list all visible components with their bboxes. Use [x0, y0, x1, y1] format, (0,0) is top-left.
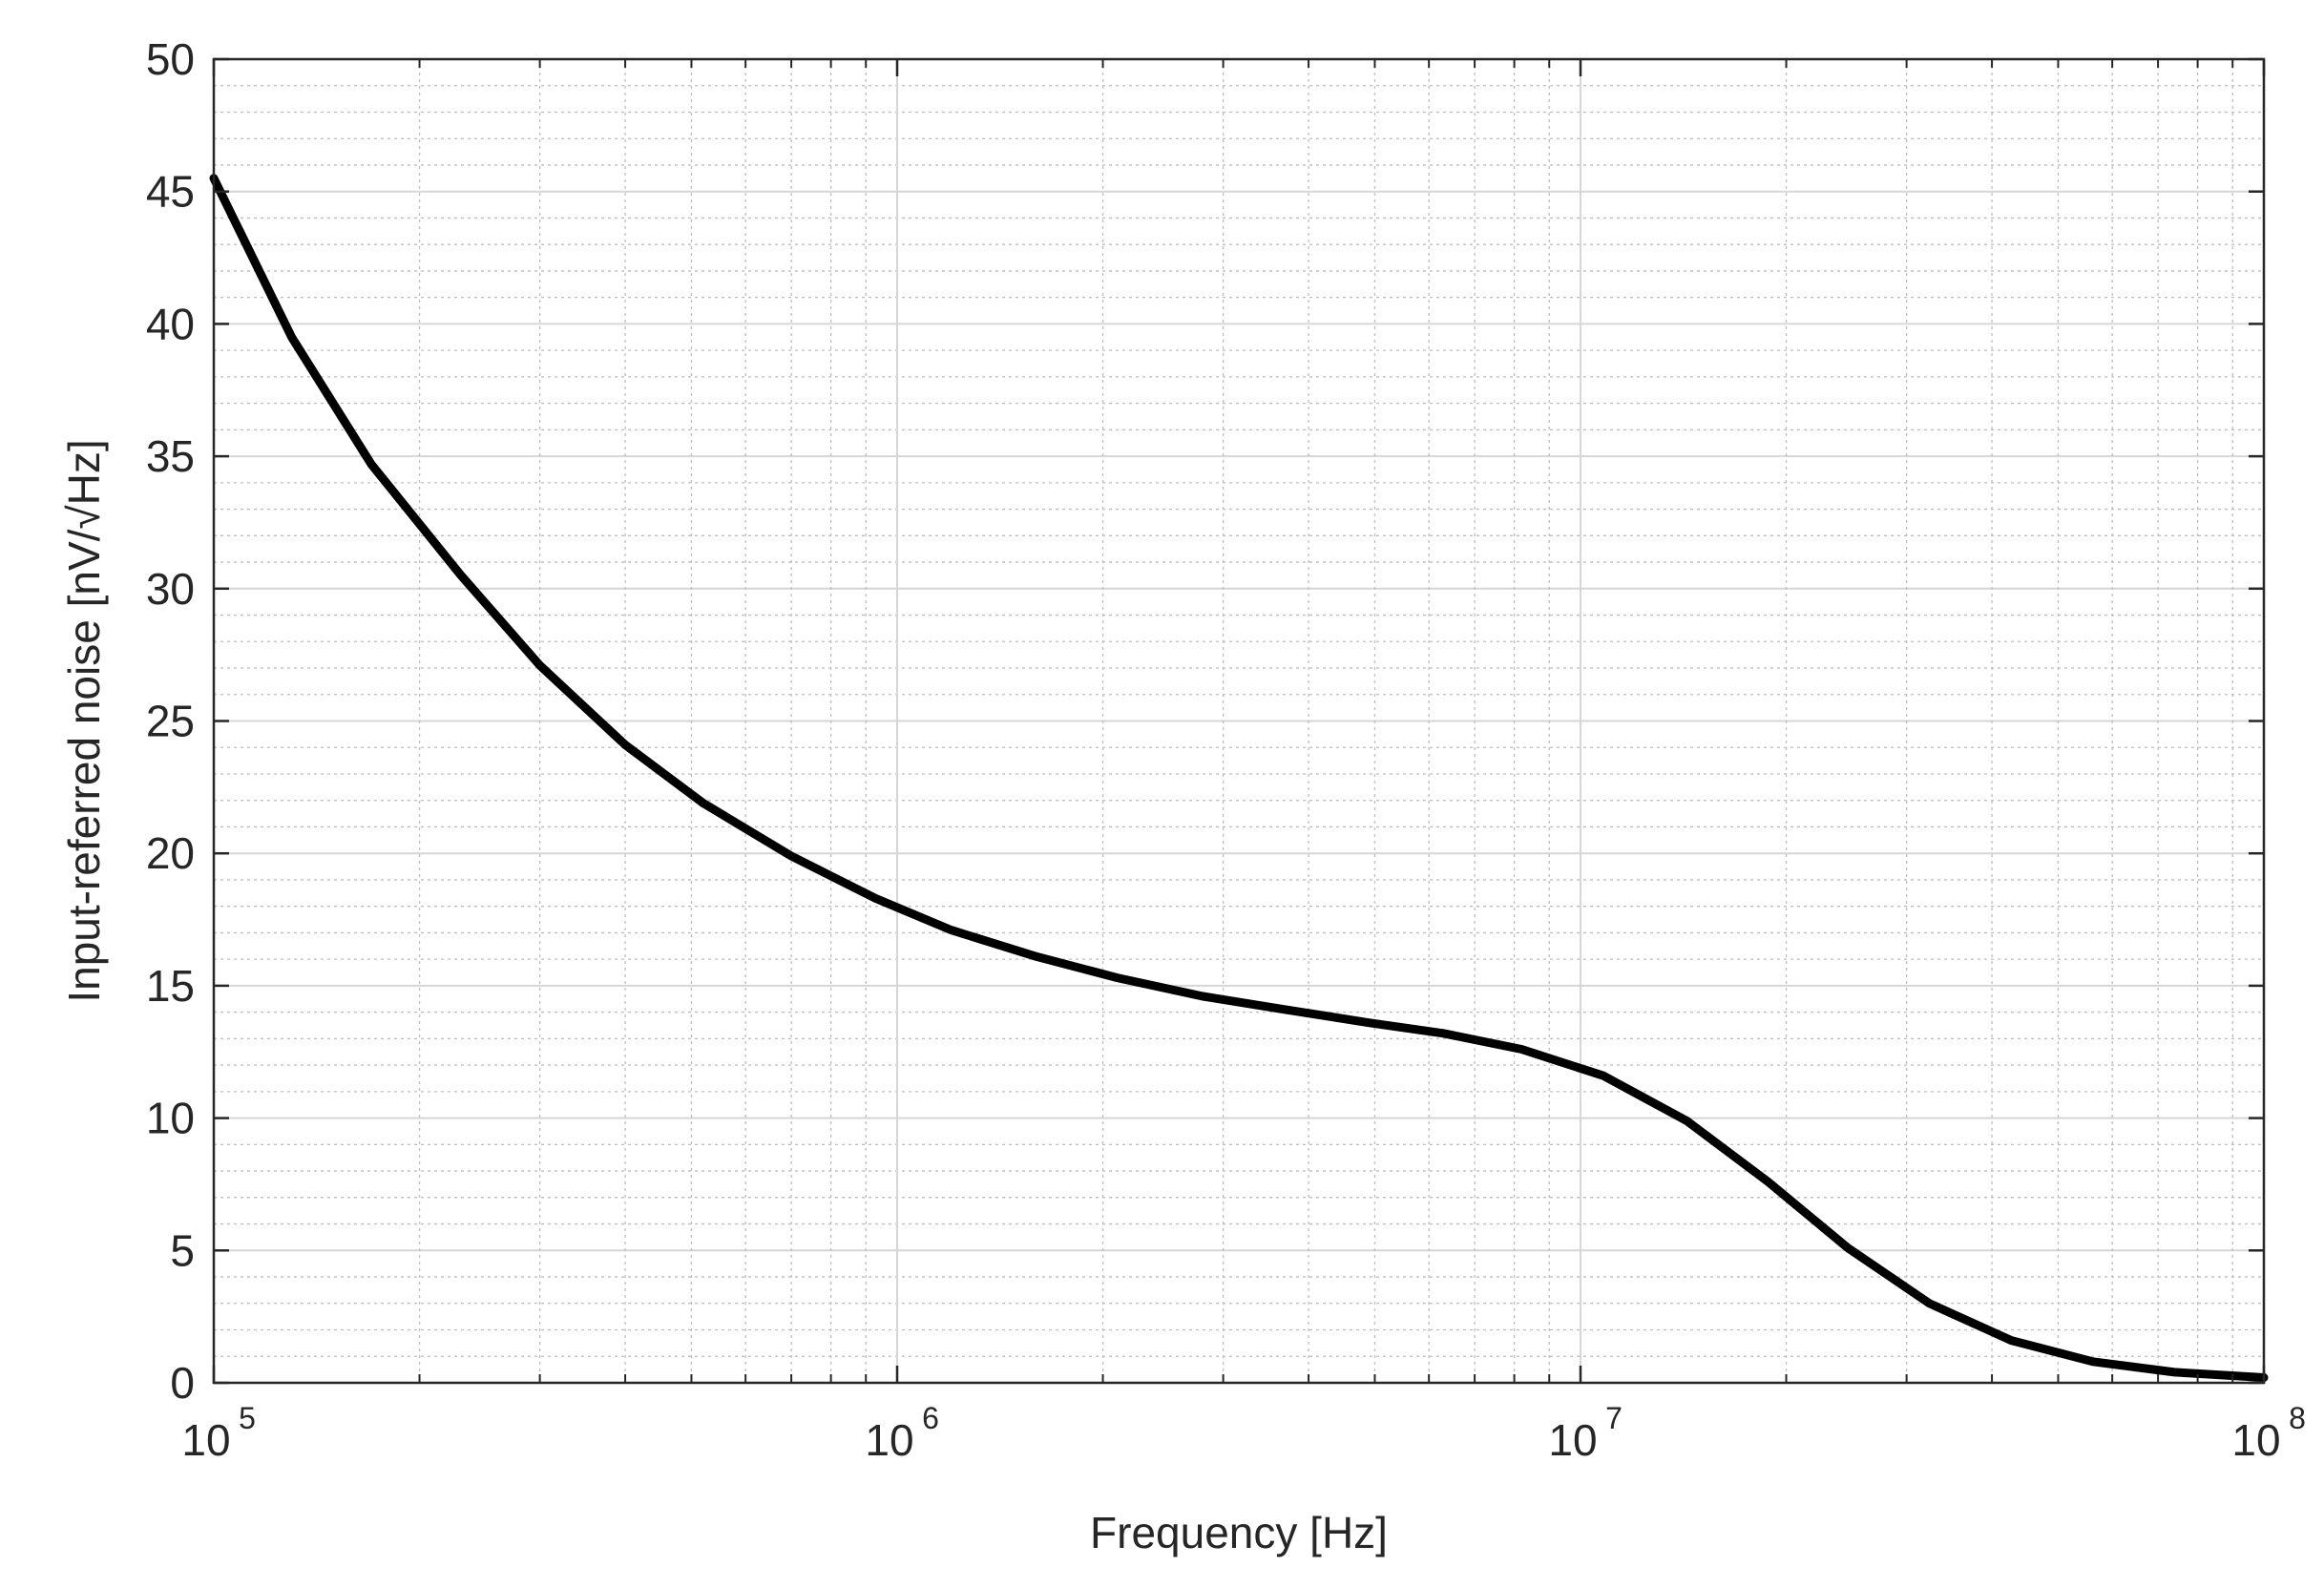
- tick-marks: [212, 57, 2266, 1385]
- y-tick-label: 20: [146, 828, 195, 878]
- x-axis-label: Frequency [Hz]: [1090, 1508, 1388, 1557]
- series-layer: [209, 174, 2269, 1382]
- x-tick-label: 10: [865, 1415, 913, 1465]
- y-tick-label: 30: [146, 564, 195, 614]
- y-tick-label: 5: [170, 1225, 195, 1275]
- y-tick-label: 45: [146, 167, 195, 217]
- y-tick-label: 35: [146, 431, 195, 481]
- y-tick-label: 15: [146, 961, 195, 1011]
- x-tick-label: 10: [2231, 1415, 2280, 1465]
- y-tick-label: 40: [146, 299, 195, 348]
- x-tick-label-exponent: 7: [1605, 1401, 1623, 1435]
- y-tick-label: 50: [146, 34, 195, 84]
- x-tick-label-exponent: 6: [922, 1401, 939, 1435]
- x-tick-label-exponent: 5: [239, 1401, 256, 1435]
- y-tick-label: 0: [170, 1358, 195, 1408]
- y-tick-label: 10: [146, 1094, 195, 1143]
- series-line: [209, 174, 2269, 1382]
- grid: [214, 59, 2264, 1383]
- y-axis-label: Input-referred noise [nV/√Hz]: [59, 439, 109, 1002]
- y-tick-label: 25: [146, 697, 195, 746]
- x-tick-label: 10: [181, 1415, 230, 1465]
- x-tick-label-exponent: 8: [2289, 1401, 2306, 1435]
- x-tick-label: 10: [1548, 1415, 1597, 1465]
